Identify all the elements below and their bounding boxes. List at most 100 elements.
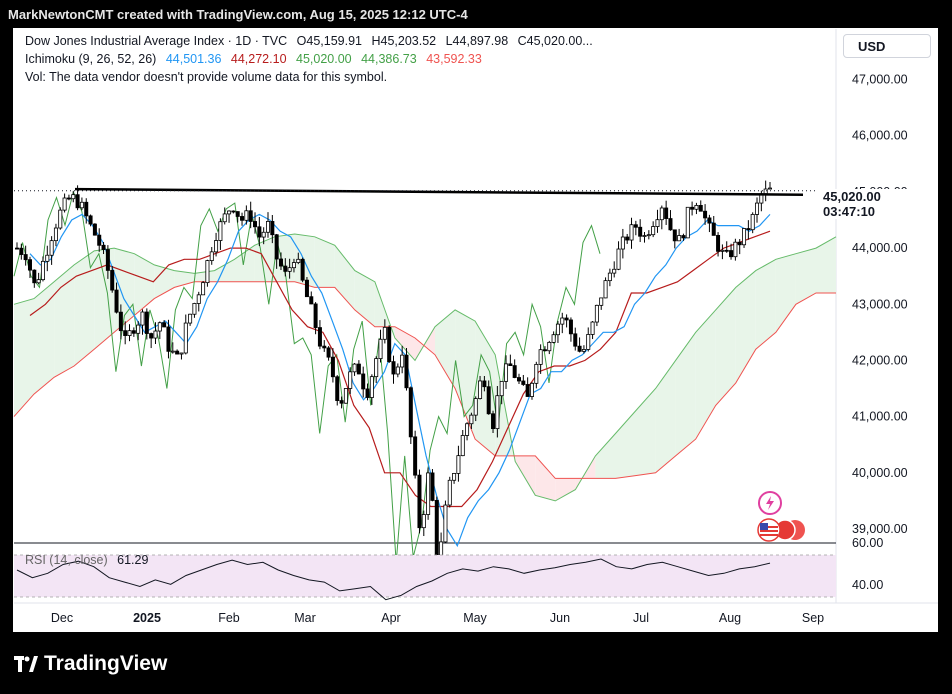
- candle: [88, 215, 93, 225]
- candle: [668, 218, 673, 231]
- candle: [248, 210, 253, 222]
- tradingview-logo: TradingView: [14, 652, 167, 676]
- candle: [456, 455, 461, 474]
- candle: [716, 234, 721, 252]
- candle: [257, 226, 262, 238]
- candle: [465, 423, 470, 436]
- candle: [36, 279, 41, 284]
- candle: [49, 240, 54, 256]
- ichimoku-cloud-segment: [595, 433, 616, 479]
- ichimoku-label[interactable]: Ichimoku (9, 26, 52, 26): [25, 52, 157, 66]
- candle: [365, 388, 370, 398]
- price-axis-label: 41,000.00: [852, 410, 908, 424]
- symbol-name[interactable]: Dow Jones Industrial Average Index · 1D …: [25, 34, 288, 48]
- low-value: L44,897.98: [445, 34, 509, 48]
- candle: [253, 221, 258, 228]
- candle: [274, 234, 279, 260]
- resistance-line: [74, 187, 804, 196]
- candle: [755, 202, 760, 215]
- candle: [395, 366, 400, 375]
- candle: [317, 327, 322, 347]
- candle: [659, 207, 664, 221]
- candle: [482, 380, 487, 388]
- ichimoku-cloud-segment: [515, 455, 536, 496]
- candle: [491, 413, 496, 430]
- ichimoku-cloud-segment: [735, 270, 756, 383]
- candle: [205, 260, 210, 284]
- base-value: 44,272.10: [230, 52, 287, 66]
- candle: [118, 311, 123, 332]
- candle: [508, 363, 513, 367]
- rsi-label[interactable]: RSI (14, close): [25, 553, 108, 567]
- candle: [114, 289, 119, 313]
- ichimoku-cloud-segment: [415, 326, 435, 361]
- lagging-value: 45,020.00: [296, 52, 352, 66]
- candle: [495, 395, 500, 430]
- ichimoku-cloud-segment: [755, 259, 776, 350]
- candle: [326, 347, 331, 358]
- candle: [573, 333, 578, 347]
- ichimoku-cloud-segment: [234, 245, 255, 282]
- rsi-axis-label: 40.00: [852, 578, 883, 592]
- candle: [447, 479, 452, 506]
- candle: [620, 236, 625, 250]
- candle: [14, 247, 19, 250]
- candle: [746, 228, 751, 231]
- candle: [32, 269, 37, 284]
- rsi-line: [16, 558, 771, 601]
- candle: [629, 224, 634, 241]
- candle: [97, 234, 102, 246]
- candle: [261, 231, 266, 238]
- candle: [724, 249, 729, 252]
- ichimoku-cloud-segment: [775, 253, 796, 333]
- candle: [296, 258, 301, 263]
- candle: [278, 258, 283, 267]
- candle: [58, 209, 63, 229]
- candle: [179, 352, 184, 355]
- candle: [330, 356, 335, 378]
- time-axis-label: Mar: [294, 611, 316, 625]
- candle: [196, 294, 201, 304]
- candle: [430, 472, 435, 501]
- ichimoku-cloud-segment: [34, 281, 55, 395]
- ichimoku-span-b-line: [13, 281, 836, 479]
- price-axis-label: 42,000.00: [852, 353, 908, 367]
- candle: [291, 262, 296, 269]
- candle: [633, 224, 638, 228]
- candle: [214, 240, 219, 253]
- candle: [300, 258, 305, 281]
- candle: [149, 333, 154, 339]
- candle: [356, 363, 361, 375]
- ichimoku-cloud-segment: [455, 309, 476, 440]
- candle: [473, 398, 478, 416]
- span-b-value: 43,592.33: [426, 52, 482, 66]
- candle: [218, 221, 223, 241]
- candle: [625, 236, 630, 241]
- ichimoku-cloud-segment: [675, 332, 696, 456]
- us-economic-events-icon[interactable]: [757, 518, 805, 542]
- lightning-icon[interactable]: [758, 491, 782, 515]
- price-axis-label: 44,000.00: [852, 241, 908, 255]
- rsi-axis-label: 60.00: [852, 536, 883, 550]
- candle: [382, 326, 387, 340]
- candle: [703, 210, 708, 219]
- brand-name: TradingView: [44, 652, 168, 675]
- ichimoku-cloud-segment: [655, 360, 676, 473]
- rsi-legend: RSI (14, close) 61.29: [25, 553, 154, 567]
- candle: [711, 222, 716, 236]
- candle: [426, 472, 431, 515]
- time-axis-label: Feb: [218, 611, 240, 625]
- candle: [244, 210, 249, 221]
- candle: [66, 197, 71, 200]
- price-axis-label: 39,000.00: [852, 522, 908, 536]
- price-axis-label: 47,000.00: [852, 73, 908, 87]
- candle: [170, 350, 175, 353]
- ichimoku-cloud-segment: [134, 253, 155, 316]
- candle: [75, 194, 80, 209]
- candle: [162, 322, 167, 328]
- candle: [607, 272, 612, 282]
- currency-button[interactable]: USD: [843, 34, 931, 58]
- candle: [227, 210, 232, 215]
- time-axis-label: 2025: [133, 611, 161, 625]
